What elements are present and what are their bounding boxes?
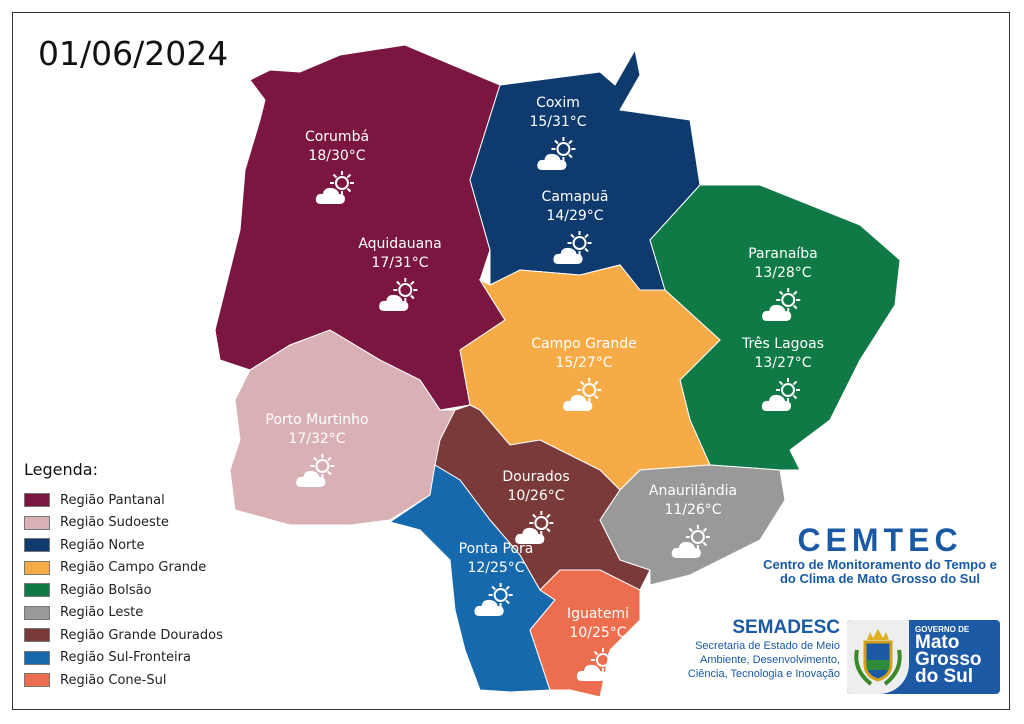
cemtec-title: CEMTEC (797, 522, 963, 558)
region-cone-sul (529, 569, 641, 698)
city-name: Três Lagoas (741, 336, 825, 352)
partly-cloudy-icon (567, 645, 629, 691)
city-name: Paranaíba (748, 246, 818, 262)
legend-label: Região Norte (60, 537, 145, 553)
legend-item: Região Sudoeste (24, 512, 223, 535)
city-temperature: 11/26°C (664, 502, 722, 518)
city-temperature: 15/27°C (555, 355, 613, 371)
city-name: Campo Grande (531, 336, 637, 352)
city-name: Dourados (502, 469, 570, 485)
city-temperature: 13/28°C (754, 265, 812, 281)
legend-label: Região Grande Dourados (60, 627, 223, 643)
region-sul-fronteira (388, 464, 556, 693)
legend-swatch (24, 628, 50, 643)
city-temperature: 17/32°C (288, 431, 346, 447)
legend-title: Legenda: (24, 460, 98, 479)
government-label: GOVERNO DE (915, 625, 970, 634)
legend-item: Região Campo Grande (24, 557, 223, 580)
city-forecast: Ponta Porã 12/25°C (458, 540, 534, 626)
region-sudoeste (229, 329, 456, 526)
partly-cloudy-icon (531, 375, 636, 421)
semadesc-title: SEMADESC (732, 617, 840, 638)
government-logo: GOVERNO DE Mato Grosso do Sul (847, 620, 1000, 694)
legend-swatch (24, 583, 50, 598)
semadesc-logo: SEMADESC Secretaria de Estado de Meio Am… (670, 617, 840, 681)
legend-swatch (24, 650, 50, 665)
legend-item: Região Leste (24, 602, 223, 625)
city-temperature: 13/27°C (754, 355, 812, 371)
city-name: Coxim (536, 95, 580, 111)
city-forecast: Iguatemi 10/25°C (567, 605, 629, 691)
city-name: Iguatemi (566, 606, 630, 622)
legend-swatch (24, 538, 50, 553)
city-forecast: Corumbá 18/30°C (305, 128, 369, 214)
legend-item: Região Grande Dourados (24, 624, 223, 647)
city-name: Porto Murtinho (265, 412, 369, 428)
city-forecast: Coxim 15/31°C (529, 94, 587, 180)
city-forecast: Anaurilândia 11/26°C (649, 482, 737, 568)
legend: Legenda: Região Pantanal Região Sudoeste R… (24, 460, 223, 692)
city-forecast: Aquidauana 17/31°C (358, 235, 442, 321)
cemtec-subtitle: Centro de Monitoramento do Tempo e do Cl… (763, 557, 997, 586)
city-forecast: Camapuã 14/29°C (541, 188, 609, 274)
partly-cloudy-icon (305, 168, 369, 214)
cemtec-logo: CEMTEC Centro de Monitoramento do Tempo … (760, 522, 1000, 586)
city-forecast: Paranaíba 13/28°C (748, 245, 818, 331)
city-name: Aquidauana (358, 236, 442, 252)
legend-swatch (24, 560, 50, 575)
coat-of-arms-icon (847, 620, 909, 694)
partly-cloudy-icon (748, 285, 818, 331)
legend-item: Região Cone-Sul (24, 669, 223, 692)
legend-label: Região Campo Grande (60, 560, 207, 576)
region-leste (599, 464, 786, 586)
city-temperature: 18/30°C (308, 148, 366, 164)
partly-cloudy-icon (742, 375, 824, 421)
legend-swatch (24, 515, 50, 530)
city-forecast: Campo Grande 15/27°C (531, 335, 637, 421)
legend-label: Região Cone-Sul (60, 672, 167, 688)
city-temperature: 15/31°C (529, 114, 587, 130)
legend-item: Região Pantanal (24, 489, 223, 512)
government-name: Mato Grosso do Sul (915, 632, 982, 687)
legend-swatch (24, 673, 50, 688)
semadesc-subtitle: Secretaria de Estado de Meio Ambiente, D… (687, 640, 840, 680)
partly-cloudy-icon (358, 275, 441, 321)
frame (12, 12, 1010, 710)
city-name: Camapuã (541, 189, 609, 205)
city-forecast: Três Lagoas 13/27°C (742, 335, 824, 421)
city-temperature: 10/25°C (569, 625, 627, 641)
partly-cloudy-icon (529, 134, 586, 180)
city-forecast: Dourados 10/26°C (502, 468, 570, 554)
city-name: Anaurilândia (648, 483, 738, 499)
legend-label: Região Sul-Fronteira (60, 650, 191, 666)
forecast-date: 01/06/2024 (38, 34, 229, 73)
city-temperature: 14/29°C (546, 208, 604, 224)
city-name: Ponta Porã (458, 541, 534, 557)
legend-item: Região Bolsão (24, 579, 223, 602)
legend-swatch (24, 605, 50, 620)
legend-label: Região Leste (60, 605, 144, 621)
partly-cloudy-icon (265, 451, 368, 497)
partly-cloudy-icon (502, 508, 569, 554)
city-temperature: 17/31°C (371, 255, 429, 271)
city-name: Corumbá (304, 129, 370, 145)
legend-swatch (24, 493, 50, 508)
city-temperature: 12/25°C (467, 560, 525, 576)
partly-cloudy-icon (542, 228, 609, 274)
partly-cloudy-icon (459, 580, 534, 626)
legend-label: Região Sudoeste (60, 515, 169, 531)
legend-item: Região Sul-Fronteira (24, 647, 223, 670)
city-temperature: 10/26°C (507, 488, 565, 504)
city-forecast: Porto Murtinho 17/32°C (265, 411, 369, 497)
partly-cloudy-icon (649, 522, 737, 568)
legend-item: Região Norte (24, 534, 223, 557)
legend-label: Região Bolsão (60, 582, 152, 598)
legend-label: Região Pantanal (60, 492, 165, 508)
